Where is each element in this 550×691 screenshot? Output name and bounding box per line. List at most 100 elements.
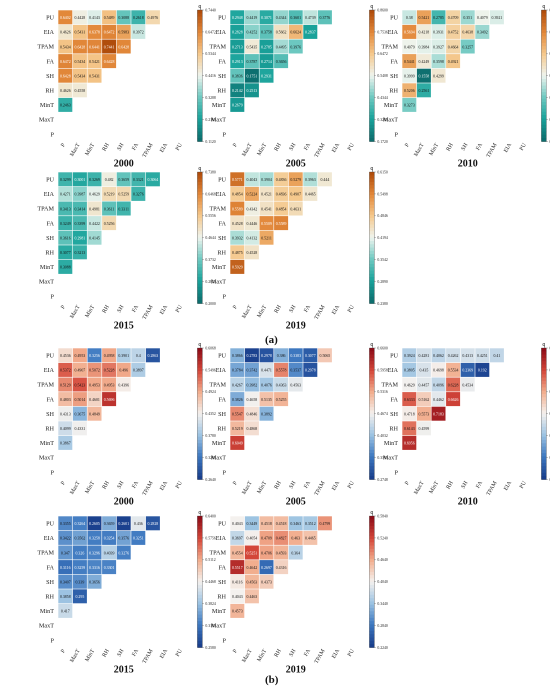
heatmap-cell	[58, 54, 73, 69]
cell-value-label: 0.5251	[247, 551, 258, 555]
x-tick-label: PU	[347, 480, 356, 490]
heatmap-cell	[230, 230, 245, 245]
heatmap-cell	[259, 216, 274, 231]
colorbar-tick-label: 0.4040	[377, 580, 388, 584]
x-tick-label: PU	[519, 480, 528, 490]
colorbar-segment	[541, 374, 547, 378]
y-tick-label: MinT	[384, 440, 398, 447]
colorbar-title: q	[370, 510, 373, 516]
x-tick-label: TPAM	[314, 304, 327, 320]
colorbar-segment	[541, 118, 547, 123]
colorbar-segment	[369, 286, 375, 291]
heatmap-cell	[244, 589, 259, 604]
cell-value-label: 0.5372	[60, 369, 71, 373]
cell-value-label: 0.5135	[261, 398, 272, 402]
colorbar-tick-label: 0.2380	[377, 302, 388, 306]
colorbar-segment	[197, 611, 203, 615]
colorbar-segment	[197, 575, 203, 579]
colorbar-segment	[197, 293, 203, 298]
x-tick-label: SH	[461, 142, 470, 152]
y-tick-label: MaxT	[383, 117, 398, 124]
y-tick-label: TPAM	[37, 550, 54, 557]
cell-value-label: 0.4446	[247, 222, 258, 226]
x-tick-label: P	[60, 648, 67, 654]
colorbar-segment	[197, 532, 203, 537]
heatmap-cell	[58, 603, 73, 618]
colorbar-segment	[369, 111, 375, 116]
colorbar-segment	[197, 172, 203, 176]
heatmap-cell	[303, 172, 318, 187]
cell-value-label: 0.4116	[232, 580, 243, 584]
y-tick-label: RH	[45, 593, 54, 600]
cell-value-label: 0.5589	[276, 222, 287, 226]
colorbar-segment	[369, 62, 375, 67]
heatmap-cell	[303, 348, 318, 363]
heatmap-cell	[460, 362, 475, 377]
x-tick-label: FA	[475, 480, 484, 490]
heatmap-cell	[58, 348, 73, 363]
colorbar-title: q	[370, 342, 373, 348]
heatmap-title: 2005	[286, 158, 306, 169]
cell-value-label: 0.3562	[75, 537, 86, 541]
y-tick-label: EIA	[44, 29, 55, 36]
heatmap-cell	[402, 83, 417, 98]
heatmap-cell	[244, 54, 259, 69]
heatmap-cell	[416, 406, 431, 421]
cell-value-label: 0.4541	[261, 207, 272, 211]
heatmap-cell	[145, 516, 160, 531]
colorbar-segment	[541, 390, 547, 395]
colorbar-title: q	[542, 4, 545, 10]
panel-label-b: (b)	[265, 674, 279, 686]
cell-value-label: 0.4043	[247, 178, 258, 182]
cell-value-label: 0.3407	[60, 580, 71, 584]
colorbar-tick-label: 0.8600	[377, 8, 388, 12]
colorbar-segment	[541, 393, 547, 398]
cell-value-label: 0.2679	[232, 104, 243, 108]
colorbar-segment	[541, 82, 547, 86]
colorbar-segment	[197, 138, 203, 142]
colorbar-segment	[197, 476, 203, 480]
cell-value-label: 0.5279	[290, 178, 301, 182]
colorbar-segment	[369, 578, 375, 583]
cell-value-label: 0.3963	[305, 178, 316, 182]
cell-value-label: 0.6333	[404, 398, 415, 402]
colorbar-segment	[197, 443, 203, 447]
x-tick-label: MinT	[84, 142, 96, 157]
cell-value-label: 0.3311	[118, 207, 129, 211]
heatmap-cell	[244, 406, 259, 421]
colorbar-segment	[369, 290, 375, 294]
cell-value-label: 0.4076	[261, 383, 272, 387]
colorbar-tick-label: 0.4846	[377, 214, 388, 218]
cell-value-label: 0.4958	[104, 354, 115, 358]
cell-value-label: 0.2828	[148, 522, 159, 526]
cell-value-label: 0.3904	[261, 178, 272, 182]
y-tick-label: SH	[218, 235, 226, 242]
colorbar-segment	[197, 227, 203, 232]
y-tick-label: TPAM	[209, 44, 226, 51]
heatmap-cell	[131, 362, 146, 377]
heatmap-cell	[87, 24, 102, 39]
colorbar-title: q	[198, 166, 201, 172]
cell-value-label: 0.4463	[247, 595, 258, 599]
cell-value-label: 0.4373	[261, 580, 272, 584]
colorbar-segment	[541, 469, 547, 474]
colorbar-segment	[197, 416, 203, 421]
x-tick-label: P	[404, 480, 411, 486]
heatmap-cell	[402, 97, 417, 112]
cell-value-label: 0.4	[136, 354, 141, 358]
heatmap-cell	[274, 186, 289, 201]
colorbar-segment	[369, 208, 375, 212]
heatmap-cell	[274, 54, 289, 69]
heatmap-cell	[87, 406, 102, 421]
colorbar-segment	[369, 260, 375, 265]
y-tick-label: RH	[217, 87, 226, 94]
heatmap-cell	[72, 186, 87, 201]
y-tick-label: MinT	[40, 264, 54, 271]
cell-value-label: 0.436	[134, 522, 143, 526]
x-tick-label: FA	[303, 142, 312, 152]
heatmap-cell	[230, 172, 245, 187]
colorbar-segment	[197, 578, 203, 583]
x-tick-label: SH	[289, 648, 298, 658]
x-tick-label: RH	[274, 142, 284, 153]
y-tick-label: P	[51, 131, 55, 138]
